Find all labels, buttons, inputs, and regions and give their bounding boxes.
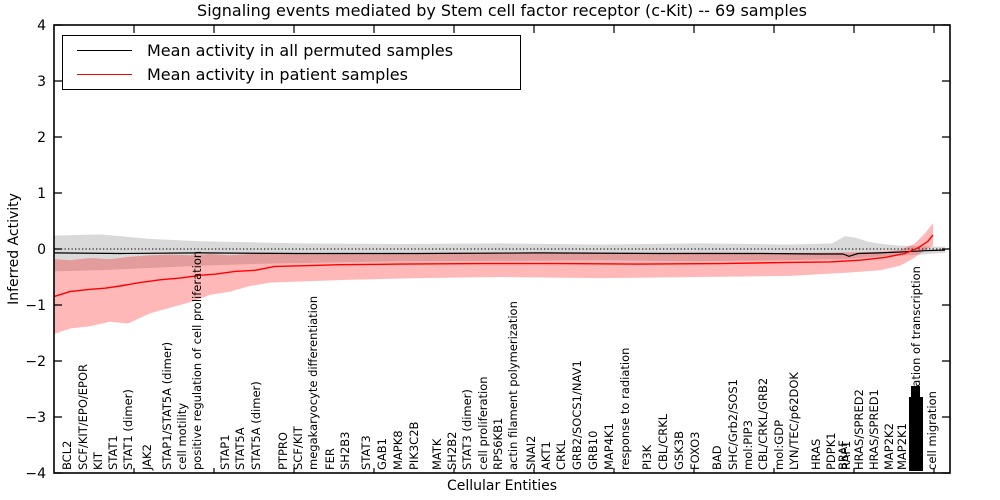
entity-label: CRKL: [554, 439, 568, 470]
entity-label: HRAS: [809, 439, 823, 470]
entity-label: LYN/TEC/p62DOK: [787, 372, 801, 470]
entity-label: SNAI2: [524, 436, 538, 470]
y-tick-label: 1: [37, 186, 46, 202]
entity-label: megakaryocyte differentiation: [306, 296, 320, 470]
entity-label: MAP4K1: [602, 423, 616, 470]
entity-label: KIT: [91, 451, 105, 470]
entity-label: MATK: [430, 438, 444, 470]
y-tick-label: 2: [37, 130, 46, 146]
entity-label: STAP1/STAT5A (dimer): [160, 342, 174, 470]
entity-label: RAF1: [839, 441, 853, 470]
y-tick-label: 0: [37, 242, 46, 258]
entity-label: PTPRO: [276, 432, 290, 470]
entity-label: SH2B2: [445, 432, 459, 470]
entity-label: STAT3: [359, 435, 373, 470]
entity-label: MAP2K1: [895, 423, 909, 470]
entity-label: GRB2/SOCS1/NAV1: [570, 360, 584, 470]
chart-title: Signaling events mediated by Stem cell f…: [197, 1, 807, 20]
legend-label-patient: Mean activity in patient samples: [147, 65, 408, 84]
y-tick-label: −1: [25, 298, 46, 314]
entity-label: STAT5A: [233, 427, 247, 470]
entity-label: BRAF: [836, 440, 850, 470]
entity-label: STAT5A (dimer): [249, 381, 263, 470]
overlapping-labels-cluster: [909, 397, 923, 471]
entity-label: FER: [323, 448, 337, 470]
entity-label: JAK2: [140, 444, 154, 471]
entity-label: PI3K: [640, 444, 654, 470]
y-tick-label: −4: [25, 466, 46, 482]
entity-label: response to radiation: [618, 348, 632, 470]
entity-label: positive regulation of cell proliferatio…: [190, 251, 204, 470]
entity-label: MAPK8: [391, 430, 405, 470]
permuted-line-swatch: [77, 50, 132, 51]
entity-label: STAP1: [218, 434, 232, 470]
entity-label: STAT3 (dimer): [460, 389, 474, 470]
entity-label: BCL2: [60, 441, 74, 470]
entity-label: MAP2K2: [882, 423, 896, 470]
legend: Mean activity in all permuted samples Me…: [62, 35, 521, 90]
entity-label: CBL/CRKL: [656, 413, 670, 470]
entity-label: STAT1 (dimer): [121, 389, 135, 470]
legend-label-permuted: Mean activity in all permuted samples: [147, 41, 454, 60]
entity-label: BAD: [710, 445, 724, 470]
patient-mean-line: [53, 234, 934, 298]
entity-label: cell proliferation: [476, 376, 490, 470]
entity-label: actin filament polymerization: [506, 301, 520, 470]
entity-label: HRAS/SPRED1: [867, 389, 881, 470]
entity-label: PIK3C2B: [407, 421, 421, 470]
patient-band: [54, 223, 933, 335]
overlapping-labels-cluster: [911, 386, 920, 398]
entity-label: STAT1: [106, 435, 120, 470]
legend-item-permuted: Mean activity in all permuted samples: [77, 41, 520, 60]
entity-label: AKT1: [539, 441, 553, 470]
plot-border: [53, 24, 951, 474]
y-tick-label: 3: [37, 74, 46, 90]
entity-label: mol:GDP: [772, 420, 786, 470]
entity-label: GSK3B: [672, 431, 686, 470]
entity-label: HRAS/SPRED2: [852, 389, 866, 470]
entity-label: GAB1: [375, 438, 389, 470]
entity-label: SCF/KIT/EPO/EPOR: [76, 364, 90, 470]
entity-label: cell motility: [175, 403, 189, 470]
entity-label: FOXO3: [688, 432, 702, 470]
entity-label: mol:PIP3: [741, 420, 755, 470]
x-axis-label: Cellular Entities: [446, 478, 558, 494]
entity-label: PDPK1: [824, 432, 838, 470]
entity-label: CBL/CRKL/GRB2: [756, 378, 770, 470]
entity-label: SHC/Grb2/SOS1: [726, 379, 740, 470]
y-tick-label: 4: [37, 18, 46, 34]
y-axis-label: Inferred Activity: [6, 193, 22, 305]
patient-line-swatch: [77, 74, 132, 75]
entity-label: RPS6KB1: [491, 418, 505, 470]
permuted-mean-line: [53, 249, 946, 257]
y-tick-label: −3: [25, 410, 46, 426]
legend-item-patient: Mean activity in patient samples: [77, 65, 520, 84]
entity-label: GRB10: [586, 431, 600, 470]
entity-label: SCF/KIT: [291, 425, 305, 470]
entity-label: cell migration: [925, 391, 939, 470]
y-tick-label: −2: [25, 354, 46, 370]
entity-label: SH2B3: [338, 432, 352, 470]
